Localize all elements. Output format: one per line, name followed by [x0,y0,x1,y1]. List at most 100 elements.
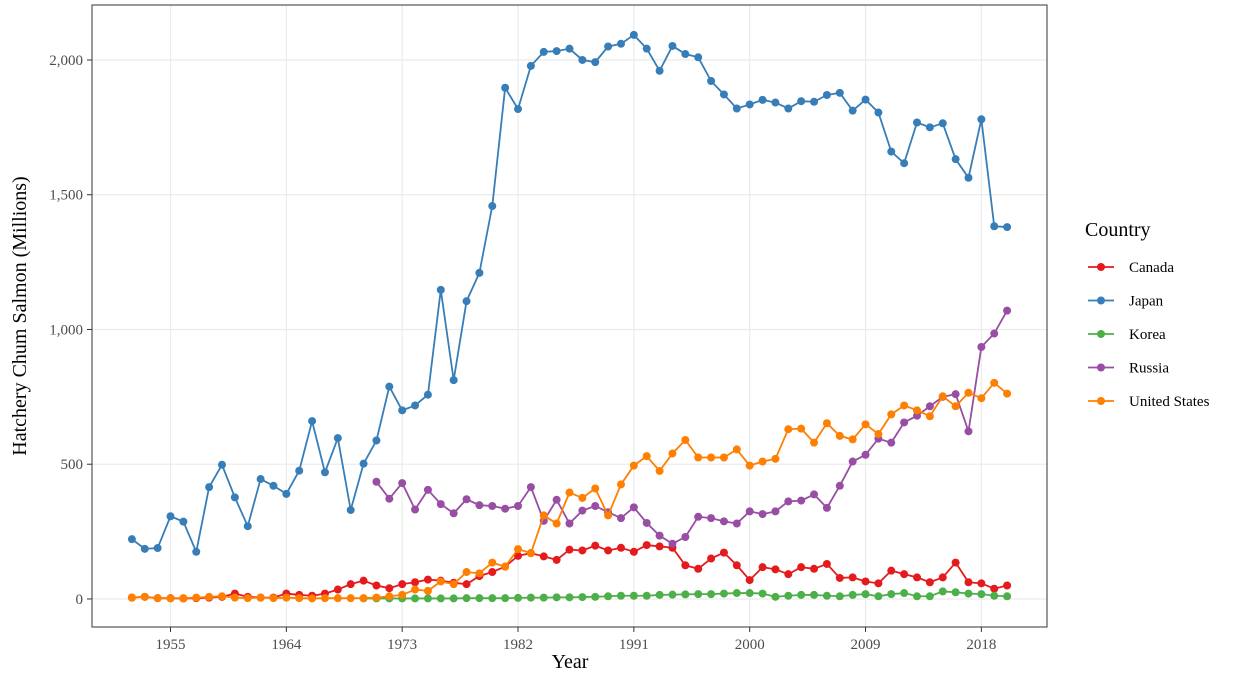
data-point [488,568,497,577]
data-point [629,503,638,512]
data-point [398,479,407,488]
data-point [977,590,986,599]
data-point [900,570,909,579]
data-point [848,573,857,582]
data-point [192,593,201,602]
data-point [707,76,716,85]
data-point [784,497,793,506]
data-point [411,505,420,514]
legend-marker [1097,397,1105,405]
data-point [964,173,973,182]
data-point [977,394,986,403]
data-point [887,410,896,419]
data-point [835,88,844,97]
data-point [810,564,819,573]
legend-label: Russia [1129,361,1169,377]
data-point [411,578,420,587]
data-point [629,461,638,470]
data-point [1003,389,1012,398]
data-point [990,584,999,593]
data-point [205,483,214,492]
x-axis-label: Year [552,651,589,673]
data-point [707,554,716,563]
x-tick-label: 1982 [503,637,533,653]
data-point [423,390,432,399]
data-point [745,589,754,598]
data-point [861,590,870,599]
data-point [719,90,728,99]
data-point [861,450,870,459]
data-point [436,285,445,294]
x-tick-label: 2009 [851,637,881,653]
data-point [655,531,664,540]
data-point [475,268,484,277]
data-point [333,594,342,603]
data-point [964,388,973,397]
data-point [565,44,574,53]
data-point [166,594,175,603]
y-tick-label: 0 [76,592,84,608]
data-point [771,507,780,516]
data-point [539,552,548,561]
legend-marker [1097,363,1105,372]
data-point [256,475,265,484]
x-tick-label: 1973 [387,637,417,653]
data-point [411,585,420,594]
data-point [449,509,458,518]
x-tick-label: 1991 [619,637,649,653]
data-point [900,159,909,168]
data-point [797,496,806,505]
data-point [230,493,239,502]
data-point [629,30,638,39]
y-tick-label: 2,000 [49,53,83,69]
data-point [810,490,819,499]
data-point [964,578,973,587]
data-point [423,594,432,603]
data-point [990,378,999,387]
data-point [359,576,368,585]
data-point [501,562,510,571]
data-point [578,546,587,555]
data-point [372,593,381,602]
data-point [694,590,703,599]
data-point [758,95,767,104]
legend-marker [1097,296,1105,305]
data-point [449,594,458,603]
data-point [217,592,226,601]
data-point [797,590,806,599]
data-point [179,517,188,526]
data-point [719,517,728,526]
data-point [578,55,587,64]
data-point [655,542,664,551]
data-point [179,594,188,603]
data-point [616,514,625,523]
data-point [732,519,741,528]
data-point [758,589,767,598]
data-point [835,431,844,440]
data-point [938,587,947,596]
data-point [758,563,767,572]
data-point [745,461,754,470]
data-point [616,39,625,48]
data-point [243,522,252,531]
legend-label: Korea [1129,327,1166,343]
data-point [707,453,716,462]
data-point [977,579,986,588]
data-point [462,495,471,504]
data-point [822,559,831,568]
data-point [655,590,664,599]
data-point [732,445,741,454]
data-point [604,511,613,520]
data-point [295,594,304,603]
data-point [604,592,613,601]
y-axis-label: Hatchery Chum Salmon (Millions) [9,176,31,455]
data-point [308,594,317,603]
data-point [591,484,600,493]
data-point [694,453,703,462]
data-point [462,568,471,577]
data-point [745,100,754,109]
data-point [526,593,535,602]
data-point [822,503,831,512]
data-point [822,419,831,428]
